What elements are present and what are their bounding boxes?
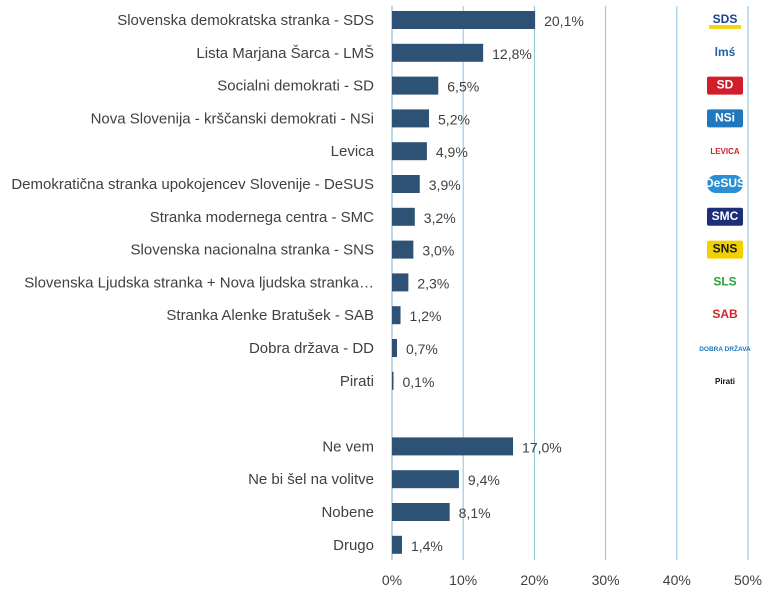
value-label: 9,4%	[468, 472, 500, 488]
logo-text: LEVICA	[710, 147, 740, 156]
category-label: Demokratična stranka upokojencev Sloveni…	[11, 176, 374, 193]
category-label: Stranka modernega centra - SMC	[150, 209, 374, 226]
logo-text: SLS	[713, 274, 736, 288]
value-label: 1,4%	[411, 538, 443, 554]
category-label: Pirati	[340, 373, 374, 390]
bar	[392, 43, 484, 62]
party-logo-icon: SNS	[707, 240, 743, 259]
logo-text: SNS	[713, 242, 738, 256]
category-label: Slovenska demokratska stranka - SDS	[117, 12, 374, 29]
x-tick-label: 50%	[734, 572, 762, 588]
bars	[392, 11, 536, 554]
bar	[392, 470, 459, 489]
category-label: Nobene	[321, 504, 374, 521]
category-label: Levica	[331, 143, 375, 160]
bar	[392, 339, 397, 357]
bar	[392, 437, 514, 456]
bar	[392, 175, 420, 193]
party-logo-icon: DOBRA DRŽAVA	[699, 344, 751, 353]
value-label: 17,0%	[522, 439, 562, 455]
category-label: Dobra država - DD	[249, 340, 374, 357]
category-label: Nova Slovenija - krščanski demokrati - N…	[91, 110, 374, 127]
value-label: 2,3%	[417, 275, 449, 291]
bar	[392, 371, 394, 390]
x-tick-label: 0%	[382, 572, 402, 588]
bar	[392, 207, 415, 226]
logo-text: NSi	[715, 110, 735, 124]
logo-text: DeSUS	[705, 176, 745, 190]
bar	[392, 142, 427, 161]
logo-text: SD	[717, 78, 734, 92]
bar	[392, 306, 401, 325]
category-label: Lista Marjana Šarca - LMŠ	[196, 45, 374, 62]
logo-text: SAB	[712, 307, 738, 321]
party-logo-icon: NSi	[707, 109, 743, 128]
logo-background	[707, 109, 743, 128]
x-tick-label: 20%	[520, 572, 548, 588]
bar	[392, 503, 450, 521]
party-logos: SDS lmś SD NSi LEVICA DeSUS SMC SNS SLS SAB DOBRA …	[699, 12, 751, 386]
bar	[392, 273, 409, 292]
logo-text: SMC	[712, 209, 739, 223]
gridlines	[391, 6, 749, 560]
bar	[392, 11, 536, 29]
logo-background	[707, 207, 743, 226]
value-label: 5,2%	[438, 111, 470, 127]
category-label: Stranka Alenke Bratušek - SAB	[166, 307, 374, 324]
category-label: Slovenska nacionalna stranka - SNS	[131, 242, 374, 259]
value-label: 3,9%	[429, 177, 461, 193]
value-label: 0,1%	[403, 374, 435, 390]
logo-text: lmś	[715, 45, 736, 59]
logo-background	[707, 175, 743, 193]
value-label: 0,7%	[406, 341, 438, 357]
value-label: 1,2%	[410, 308, 442, 324]
party-logo-icon: SAB	[712, 307, 738, 321]
logo-text: DOBRA DRŽAVA	[699, 344, 751, 353]
bar	[392, 109, 430, 128]
logo-background	[707, 76, 743, 95]
party-logo-icon: lmś	[715, 45, 736, 59]
value-label: 8,1%	[459, 505, 491, 521]
value-label: 20,1%	[544, 13, 584, 29]
value-label: 4,9%	[436, 144, 468, 160]
x-tick-label: 40%	[663, 572, 691, 588]
category-label: Ne vem	[322, 438, 374, 455]
bar	[392, 535, 402, 554]
bar	[392, 76, 439, 95]
category-label: Drugo	[333, 537, 374, 554]
party-logo-icon: SD	[707, 76, 743, 95]
logo-background	[707, 240, 743, 259]
value-label: 3,2%	[424, 210, 456, 226]
bar	[392, 240, 414, 259]
value-label: 12,8%	[492, 46, 532, 62]
party-logo-icon: LEVICA	[710, 147, 740, 156]
logo-text: Pirati	[715, 377, 735, 386]
category-label: Slovenska Ljudska stranka + Nova ljudska…	[24, 274, 374, 291]
party-logo-icon: Pirati	[715, 377, 735, 386]
party-logo-icon: SMC	[707, 207, 743, 226]
value-labels: 20,1% 12,8% 6,5% 5,2% 4,9% 3,9% 3,2% 3,0% 2,3% 1,…	[403, 13, 584, 554]
category-label: Ne bi šel na volitve	[248, 471, 374, 488]
party-logo-icon: SDS	[709, 12, 741, 29]
value-label: 6,5%	[447, 79, 479, 95]
value-label: 3,0%	[422, 243, 454, 259]
party-logo-icon: SLS	[713, 274, 736, 288]
x-tick-label: 10%	[449, 572, 477, 588]
category-labels: Slovenska demokratska stranka - SDS Lista…	[11, 12, 374, 554]
logo-accent	[709, 25, 741, 29]
logo-text: SDS	[713, 12, 738, 26]
x-axis-tick-labels: 0% 10% 20% 30% 40% 50%	[382, 572, 762, 588]
category-label: Socialni demokrati - SD	[217, 78, 374, 95]
party-logo-icon: DeSUS	[705, 175, 745, 193]
x-tick-label: 30%	[592, 572, 620, 588]
